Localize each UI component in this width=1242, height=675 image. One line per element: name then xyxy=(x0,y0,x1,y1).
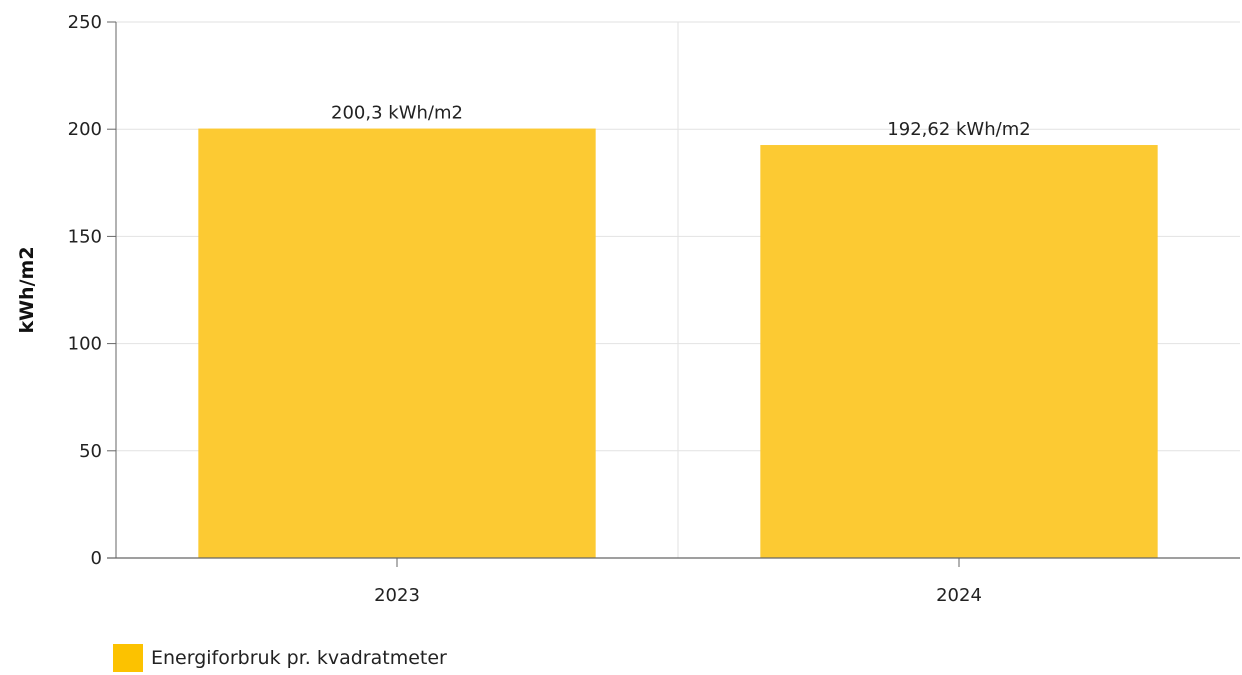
data-label: 192,62 kWh/m2 xyxy=(887,119,1030,140)
x-tick-label: 2023 xyxy=(374,585,420,606)
legend: Energiforbruk pr. kvadratmeter xyxy=(113,644,447,672)
y-axis-title: kWh/m2 xyxy=(16,246,38,333)
bar xyxy=(198,128,596,558)
y-tick-label: 200 xyxy=(68,119,102,140)
y-tick-label: 150 xyxy=(68,226,102,247)
y-tick-label: 50 xyxy=(79,441,102,462)
y-tick-label: 250 xyxy=(68,12,102,33)
y-tick-label: 100 xyxy=(68,334,102,355)
y-tick-label: 0 xyxy=(91,548,102,569)
data-label: 200,3 kWh/m2 xyxy=(331,103,463,124)
x-tick-label: 2024 xyxy=(936,585,982,606)
legend-swatch xyxy=(113,644,143,672)
legend-label: Energiforbruk pr. kvadratmeter xyxy=(151,647,447,669)
bar xyxy=(760,145,1158,559)
